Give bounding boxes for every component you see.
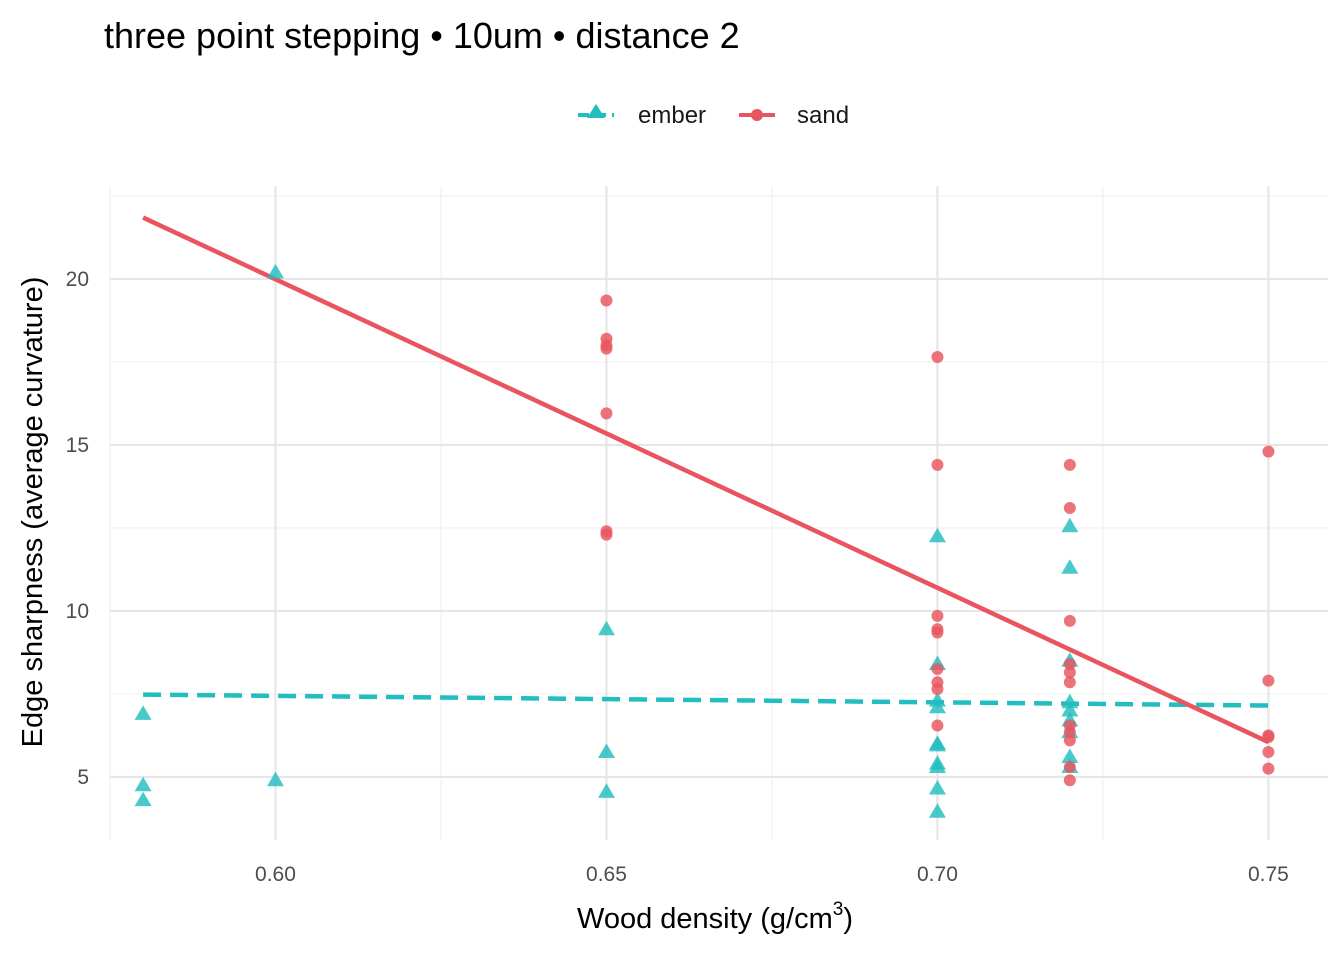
point-sand <box>1063 726 1076 739</box>
point-sand <box>1262 674 1275 687</box>
x-axis-label: Wood density (g/cm3) <box>577 899 853 935</box>
point-ember <box>1061 517 1079 533</box>
y-tick-label: 10 <box>66 600 89 623</box>
x-axis-label-suffix: ) <box>843 903 853 935</box>
data-points <box>134 263 1275 818</box>
fit-lines <box>142 215 1270 745</box>
point-sand <box>1262 746 1275 759</box>
point-ember <box>928 527 946 543</box>
fit-line-sand <box>142 215 1270 745</box>
legend-item-sand: sand <box>739 102 849 129</box>
point-ember <box>928 736 946 752</box>
grid <box>109 186 1328 840</box>
point-sand <box>1063 458 1076 471</box>
point-sand <box>1262 762 1275 775</box>
point-sand <box>1063 760 1076 773</box>
point-sand <box>931 719 944 732</box>
point-ember <box>134 776 152 792</box>
legend-label-ember: ember <box>638 102 706 129</box>
y-tick-label: 15 <box>66 434 89 457</box>
point-sand <box>1063 666 1076 679</box>
point-sand <box>931 682 944 695</box>
legend-item-ember: ember <box>578 102 706 129</box>
legend-key-marker-sand <box>751 109 763 121</box>
point-ember <box>1061 693 1079 709</box>
point-ember <box>928 698 946 714</box>
point-sand <box>600 294 613 307</box>
point-sand <box>931 663 944 676</box>
point-ember <box>928 780 946 795</box>
point-ember <box>597 783 615 798</box>
x-tick-label: 0.65 <box>586 863 627 886</box>
fit-line-ember <box>143 692 1269 708</box>
point-sand <box>1063 676 1076 689</box>
legend-label-sand: sand <box>797 102 849 129</box>
point-ember <box>928 758 946 773</box>
point-sand <box>600 528 613 541</box>
y-axis-label: Edge sharpness (average curvature) <box>17 277 49 748</box>
point-sand <box>1063 658 1076 671</box>
point-sand <box>1262 731 1275 744</box>
x-tick-label: 0.60 <box>255 863 296 886</box>
point-sand <box>931 458 944 471</box>
point-ember <box>266 263 284 279</box>
legend-key-marker-ember <box>587 104 605 118</box>
point-sand <box>931 350 944 363</box>
point-sand <box>1063 502 1076 515</box>
point-sand <box>600 342 613 355</box>
point-ember <box>266 771 284 787</box>
legend: ember sand <box>578 102 849 129</box>
point-ember <box>1061 702 1079 717</box>
point-sand <box>931 609 944 622</box>
point-sand <box>1262 445 1275 458</box>
point-sand <box>1063 614 1076 627</box>
x-axis-label-superscript: 3 <box>833 899 844 920</box>
point-sand <box>1063 734 1076 747</box>
y-tick-label: 20 <box>66 268 89 291</box>
x-axis-label-text: Wood density (g/cm <box>577 903 833 935</box>
x-axis-ticks: 0.60 0.65 0.70 0.75 <box>255 863 1289 886</box>
point-ember <box>1061 748 1079 764</box>
point-sand <box>1063 774 1076 787</box>
point-sand <box>931 626 944 639</box>
point-sand <box>600 407 613 420</box>
x-tick-label: 0.70 <box>917 863 958 886</box>
chart-title: three point stepping • 10um • distance 2 <box>104 15 740 56</box>
point-ember <box>597 620 615 636</box>
x-tick-label: 0.75 <box>1248 863 1289 886</box>
y-tick-label: 5 <box>77 766 89 789</box>
point-ember <box>1061 559 1079 574</box>
y-axis-ticks: 5 10 15 20 <box>66 268 89 789</box>
point-ember <box>928 803 946 818</box>
point-ember <box>134 791 152 807</box>
point-ember <box>597 743 615 759</box>
point-ember <box>134 705 152 720</box>
